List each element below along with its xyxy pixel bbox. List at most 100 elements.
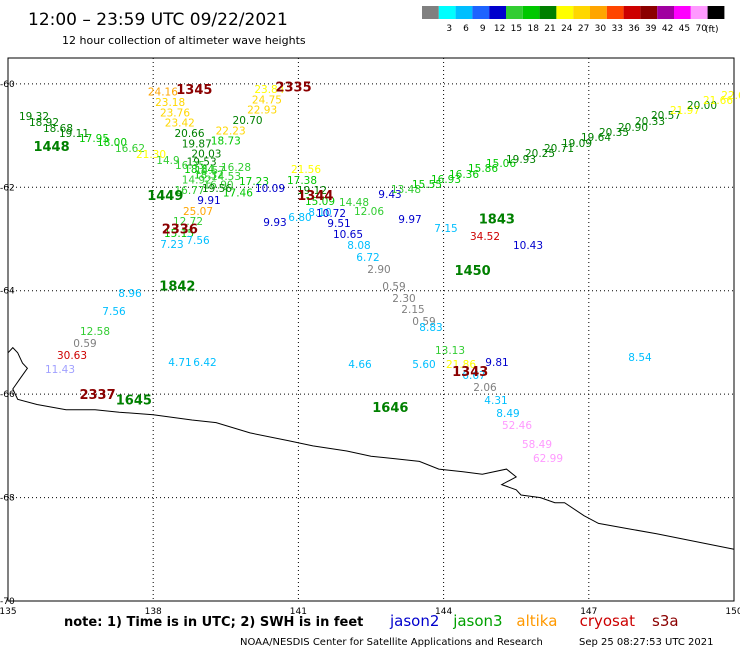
wave-height-label: 34.52 bbox=[470, 231, 500, 243]
wave-height-label: 21.97 bbox=[670, 105, 700, 117]
lon-tick-label: 141 bbox=[290, 607, 307, 617]
wave-height-label: 21.30 bbox=[136, 149, 166, 161]
colorbar-swatch bbox=[539, 6, 557, 19]
colorbar-label: 70 bbox=[695, 24, 707, 34]
pass-time-label: 1843 bbox=[479, 212, 515, 227]
colorbar-swatch bbox=[522, 6, 540, 19]
lat-tick-label: -66 bbox=[0, 390, 15, 400]
wave-height-label: 15.09 bbox=[305, 196, 335, 208]
colorbar-label: 30 bbox=[595, 24, 607, 34]
wave-height-label: 19.93 bbox=[506, 154, 536, 166]
lat-tick-label: -62 bbox=[0, 183, 15, 193]
wave-height-label: 14.9 bbox=[156, 155, 179, 167]
lon-tick-label: 135 bbox=[0, 607, 17, 617]
wave-height-label: 9.93 bbox=[263, 217, 286, 229]
wave-height-label: 18.00 bbox=[97, 137, 127, 149]
wave-height-label: 14.48 bbox=[339, 197, 369, 209]
wave-height-label: 30.63 bbox=[57, 350, 87, 362]
wave-height-label: 7.23 bbox=[160, 239, 183, 251]
footer-credit: NOAA/NESDIS Center for Satellite Applica… bbox=[240, 637, 543, 648]
colorbar-label: 24 bbox=[561, 24, 573, 34]
wave-height-label: 17.46 bbox=[223, 187, 253, 199]
colorbar-label: 9 bbox=[480, 24, 486, 34]
wave-height-label: 14.57 bbox=[195, 165, 225, 177]
wave-height-label: 8.49 bbox=[496, 408, 519, 420]
wave-height-label: 9.81 bbox=[485, 357, 508, 369]
wave-height-label: 9.97 bbox=[398, 214, 421, 226]
colorbar-label: 27 bbox=[578, 24, 589, 34]
wave-height-label: 8.08 bbox=[347, 240, 370, 252]
wave-height-label: 17.95 bbox=[79, 133, 109, 145]
pass-time-labels: 1345 2335 1448 1449 1344 2336 1843 1450 1842 1343… bbox=[33, 80, 514, 416]
wave-height-label: 13.13 bbox=[435, 345, 465, 357]
wave-height-label: 0.59 bbox=[382, 281, 405, 293]
wave-height-label: 20.71 bbox=[544, 143, 574, 155]
pass-time-label: 1645 bbox=[116, 393, 152, 408]
pass-time-label: 1448 bbox=[33, 140, 69, 155]
colorbar-label: 42 bbox=[662, 24, 673, 34]
wave-height-label: 17.23 bbox=[239, 176, 269, 188]
wave-height-label: 19.53 bbox=[187, 156, 217, 168]
wave-height-label: 6.42 bbox=[193, 357, 216, 369]
colorbar-swatch bbox=[472, 6, 490, 19]
colorbar-label: 21 bbox=[544, 24, 555, 34]
graticule bbox=[8, 58, 734, 601]
wave-height-label: 0.59 bbox=[73, 338, 96, 350]
wave-height-label: 18.73 bbox=[211, 136, 241, 148]
colorbar-swatch bbox=[690, 6, 708, 19]
wave-height-label: 11.43 bbox=[45, 364, 75, 376]
wave-height-label: 16.93 bbox=[431, 174, 461, 186]
pass-time-label: 1646 bbox=[372, 401, 408, 416]
colorbar-swatch bbox=[438, 6, 456, 19]
footer-note: note: 1) Time is in UTC; 2) SWH is in fe… bbox=[64, 615, 363, 630]
pass-time-label: 2337 bbox=[79, 388, 115, 403]
legend-cryosat: cryosat bbox=[580, 612, 635, 630]
colorbar-swatch bbox=[606, 6, 624, 19]
wave-height-label: 2.06 bbox=[473, 382, 497, 394]
wave-height-label: 23.42 bbox=[165, 118, 195, 130]
wave-height-label: 12.58 bbox=[80, 326, 110, 338]
pass-time-label: 1450 bbox=[455, 264, 491, 279]
wave-height-label: 18.84 bbox=[184, 164, 214, 176]
wave-height-label: 23.84 bbox=[254, 84, 284, 96]
wave-height-label: 2.30 bbox=[392, 293, 415, 305]
wave-height-label: 4.71 bbox=[168, 357, 191, 369]
lat-tick-label: -68 bbox=[0, 494, 15, 504]
wave-height-label: 19.64 bbox=[581, 132, 611, 144]
wave-height-label: 21.56 bbox=[291, 164, 321, 176]
wave-height-label: 19.12 bbox=[297, 185, 327, 197]
wave-height-label: 22.93 bbox=[247, 105, 277, 117]
pass-time-label: 1345 bbox=[176, 83, 212, 98]
wave-height-label: 14.53 bbox=[211, 171, 241, 183]
legend-jason2: jason2 bbox=[389, 612, 439, 630]
wave-height-label: 23.18 bbox=[155, 97, 185, 109]
wave-height-label: 22.6 bbox=[721, 90, 740, 102]
lon-tick-label: 138 bbox=[145, 607, 162, 617]
lat-tick-label: -70 bbox=[0, 597, 15, 607]
wave-height-label: 2.15 bbox=[401, 304, 424, 316]
wave-height-label: 0.59 bbox=[412, 316, 435, 328]
wave-height-label: 17.38 bbox=[287, 175, 317, 187]
colorbar-label: 39 bbox=[645, 24, 657, 34]
wave-height-label: 15.86 bbox=[468, 163, 498, 175]
colorbar-swatch bbox=[573, 6, 590, 19]
wave-height-label: 24.16 bbox=[148, 87, 178, 99]
wave-height-label: 20.33 bbox=[635, 116, 665, 128]
colorbar-swatch bbox=[640, 6, 658, 19]
pass-time-label: 1449 bbox=[147, 189, 183, 204]
wave-height-label: 16.62 bbox=[115, 143, 145, 155]
wave-height-label: 58.49 bbox=[522, 439, 552, 451]
wave-height-label: 23.76 bbox=[160, 107, 190, 119]
colorbar-swatch bbox=[489, 6, 506, 19]
wave-height-label: 2.90 bbox=[367, 264, 390, 276]
wave-height-label: 25.07 bbox=[183, 206, 213, 218]
colorbar-swatch bbox=[506, 6, 523, 19]
wave-height-values: 24.1623.1823.7623.4220.6619.8720.0319.53… bbox=[19, 84, 740, 465]
colorbar-swatch bbox=[623, 6, 641, 19]
wave-height-label: 20.03 bbox=[191, 149, 221, 161]
colorbar-swatch bbox=[422, 6, 439, 19]
wave-height-label: 20.35 bbox=[599, 127, 629, 139]
pass-time-label: 2336 bbox=[162, 223, 198, 238]
wave-height-label: 9.91 bbox=[197, 195, 220, 207]
